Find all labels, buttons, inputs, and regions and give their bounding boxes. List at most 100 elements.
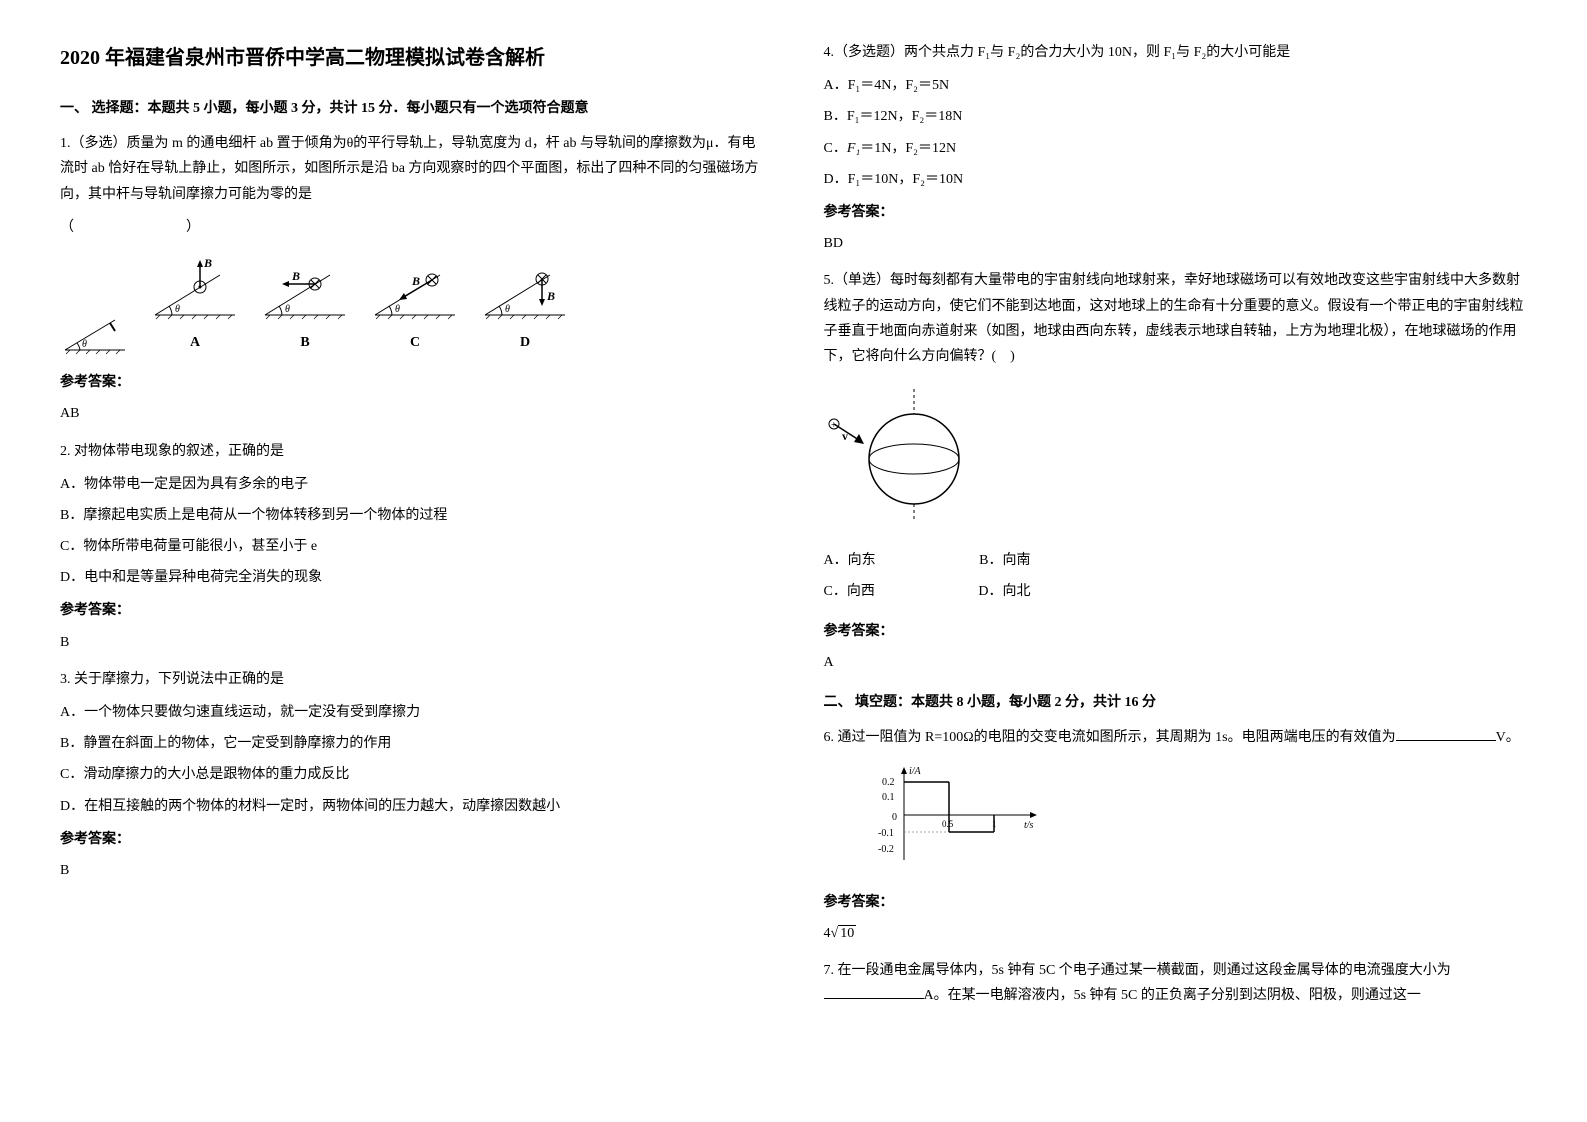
q1-figure-d: θ B D xyxy=(480,255,570,355)
svg-text:v: v xyxy=(842,429,848,443)
q2-answer: B xyxy=(60,630,764,655)
q3-text: 3. 关于摩擦力，下列说法中正确的是 xyxy=(60,667,764,692)
q1-figures: θ θ xyxy=(60,255,764,355)
svg-text:i/A: i/A xyxy=(909,766,922,777)
q5-options-row1: A．向东 B．向南 xyxy=(824,548,1528,579)
q6-answer-label: 参考答案： xyxy=(824,890,1528,915)
q6-text-suffix: V。 xyxy=(1496,730,1520,745)
q1-answer: AB xyxy=(60,401,764,426)
left-column: 2020 年福建省泉州市晋侨中学高二物理模拟试卷含解析 一、 选择题：本题共 5… xyxy=(60,40,764,1020)
q4-opt-b: B．F₁＝12N，F₂＝18N xyxy=(824,104,1528,129)
q1-figure-incline: θ xyxy=(60,305,130,355)
svg-text:θ: θ xyxy=(285,304,290,315)
fig-b-svg: θ B xyxy=(260,255,350,325)
svg-text:t/s: t/s xyxy=(1024,820,1034,831)
svg-text:θ: θ xyxy=(82,339,87,350)
fig-c-svg: θ B xyxy=(370,255,460,325)
section2-header: 二、 填空题：本题共 8 小题，每小题 2 分，共计 16 分 xyxy=(824,690,1528,715)
svg-text:B: B xyxy=(203,256,212,270)
q5-opt-b: B．向南 xyxy=(979,548,1030,573)
question-6: 6. 通过一阻值为 R=100Ω的电阻的交变电流如图所示，其周期为 1s。电阻两… xyxy=(824,725,1528,946)
fig-d-svg: θ B xyxy=(480,255,570,325)
incline-svg: θ xyxy=(60,305,130,355)
q3-options: A．一个物体只要做匀速直线运动，就一定没有受到摩擦力 B．静置在斜面上的物体，它… xyxy=(60,700,764,819)
q6-answer-prefix: 4 xyxy=(824,926,831,941)
q7-text-mid: A。在某一电解溶液内，5s 钟有 5C 的正负离子分别到达阴极、阳极，则通过这一 xyxy=(924,988,1421,1003)
q5-opt-a: A．向东 xyxy=(824,548,876,573)
fig-b-label: B xyxy=(300,330,309,355)
svg-text:B: B xyxy=(411,274,420,288)
fig-a-svg: θ B xyxy=(150,255,240,325)
q2-opt-d: D．电中和是等量异种电荷完全消失的现象 xyxy=(60,565,764,590)
fig-d-label: D xyxy=(520,330,530,355)
q1-figure-c: θ B C xyxy=(370,255,460,355)
q2-opt-b: B．摩擦起电实质上是电荷从一个物体转移到另一个物体的过程 xyxy=(60,503,764,528)
earth-svg: v + xyxy=(824,384,984,524)
q7-text: 7. 在一段通电金属导体内，5s 钟有 5C 个电子通过某一横截面，则通过这段金… xyxy=(824,958,1528,1008)
question-2: 2. 对物体带电现象的叙述，正确的是 A．物体带电一定是因为具有多余的电子 B．… xyxy=(60,439,764,655)
q5-answer: A xyxy=(824,650,1528,675)
svg-text:0.2: 0.2 xyxy=(882,777,895,788)
current-chart-svg: i/A t/s 0.2 0.1 0 -0.1 -0.2 0.5 1 xyxy=(864,760,1044,870)
q4-text: 4.（多选题）两个共点力 F₁与 F₂的合力大小为 10N，则 F₁与 F₂的大… xyxy=(824,40,1528,65)
q1-answer-label: 参考答案： xyxy=(60,370,764,395)
q3-opt-a: A．一个物体只要做匀速直线运动，就一定没有受到摩擦力 xyxy=(60,700,764,725)
q4-opt-d: D．F₁＝10N，F₂＝10N xyxy=(824,167,1528,192)
q4-opt-c-pre: C． xyxy=(824,141,847,156)
q1-figure-a: θ B A xyxy=(150,255,240,355)
section1-header: 一、 选择题：本题共 5 小题，每小题 3 分，共计 15 分．每小题只有一个选… xyxy=(60,96,764,121)
q6-chart: i/A t/s 0.2 0.1 0 -0.1 -0.2 0.5 1 xyxy=(864,760,1528,879)
q2-opt-c: C．物体所带电荷量可能很小，甚至小于 e xyxy=(60,534,764,559)
fig-a-label: A xyxy=(190,330,200,355)
q2-options: A．物体带电一定是因为具有多余的电子 B．摩擦起电实质上是电荷从一个物体转移到另… xyxy=(60,472,764,591)
q2-text: 2. 对物体带电现象的叙述，正确的是 xyxy=(60,439,764,464)
q6-text: 6. 通过一阻值为 R=100Ω的电阻的交变电流如图所示，其周期为 1s。电阻两… xyxy=(824,725,1528,750)
q4-answer-label: 参考答案： xyxy=(824,200,1528,225)
q6-answer: 4√10 xyxy=(824,921,1528,946)
svg-text:+: + xyxy=(831,420,837,431)
q3-opt-c: C．滑动摩擦力的大小总是跟物体的重力成反比 xyxy=(60,762,764,787)
q5-opt-c: C．向西 xyxy=(824,579,875,604)
svg-text:θ: θ xyxy=(395,304,400,315)
q2-opt-a: A．物体带电一定是因为具有多余的电子 xyxy=(60,472,764,497)
q4-answer: BD xyxy=(824,231,1528,256)
page-container: 2020 年福建省泉州市晋侨中学高二物理模拟试卷含解析 一、 选择题：本题共 5… xyxy=(60,40,1527,1020)
q4-opt-c-f1: F₁ xyxy=(847,141,860,156)
q1-paren: （ ） xyxy=(60,215,764,240)
q5-opt-d: D．向北 xyxy=(978,579,1030,604)
svg-text:B: B xyxy=(291,269,300,283)
q5-earth-figure: v + xyxy=(824,384,1528,533)
q3-opt-d: D．在相互接触的两个物体的材料一定时，两物体间的压力越大，动摩擦因数越小 xyxy=(60,794,764,819)
svg-text:0: 0 xyxy=(892,812,897,823)
q3-answer: B xyxy=(60,858,764,883)
svg-text:B: B xyxy=(546,289,555,303)
q7-blank1 xyxy=(824,985,924,999)
q4-opt-a: A．F₁＝4N，F₂＝5N xyxy=(824,73,1528,98)
svg-text:-0.1: -0.1 xyxy=(878,828,894,839)
q3-answer-label: 参考答案： xyxy=(60,827,764,852)
right-column: 4.（多选题）两个共点力 F₁与 F₂的合力大小为 10N，则 F₁与 F₂的大… xyxy=(824,40,1528,1020)
svg-text:0.1: 0.1 xyxy=(882,792,895,803)
svg-text:θ: θ xyxy=(175,304,180,315)
q6-text-pre: 6. 通过一阻值为 R=100Ω的电阻的交变电流如图所示，其周期为 1s。电阻两… xyxy=(824,730,1396,745)
q6-blank xyxy=(1396,727,1496,741)
q1-text: 1.（多选）质量为 m 的通电细杆 ab 置于倾角为θ的平行导轨上，导轨宽度为 … xyxy=(60,131,764,207)
q5-text: 5.（单选）每时每刻都有大量带电的宇宙射线向地球射来，幸好地球磁场可以有效地改变… xyxy=(824,268,1528,369)
q4-options: A．F₁＝4N，F₂＝5N B．F₁＝12N，F₂＝18N C．F₁＝1N，F₂… xyxy=(824,73,1528,192)
svg-text:-0.2: -0.2 xyxy=(878,844,894,855)
q6-answer-sqrt: 10 xyxy=(838,925,856,941)
q5-answer-label: 参考答案： xyxy=(824,619,1528,644)
q2-answer-label: 参考答案： xyxy=(60,598,764,623)
question-5: 5.（单选）每时每刻都有大量带电的宇宙射线向地球射来，幸好地球磁场可以有效地改变… xyxy=(824,268,1528,675)
q5-options-row2: C．向西 D．向北 xyxy=(824,579,1528,610)
q4-opt-c: C．F₁＝1N，F₂＝12N xyxy=(824,136,1528,161)
fig-c-label: C xyxy=(410,330,420,355)
q4-opt-c-rest: ＝1N，F₂＝12N xyxy=(860,141,956,156)
q1-figure-b: θ B B xyxy=(260,255,350,355)
q3-opt-b: B．静置在斜面上的物体，它一定受到静摩擦力的作用 xyxy=(60,731,764,756)
page-title: 2020 年福建省泉州市晋侨中学高二物理模拟试卷含解析 xyxy=(60,40,764,76)
question-4: 4.（多选题）两个共点力 F₁与 F₂的合力大小为 10N，则 F₁与 F₂的大… xyxy=(824,40,1528,256)
question-7: 7. 在一段通电金属导体内，5s 钟有 5C 个电子通过某一横截面，则通过这段金… xyxy=(824,958,1528,1008)
question-3: 3. 关于摩擦力，下列说法中正确的是 A．一个物体只要做匀速直线运动，就一定没有… xyxy=(60,667,764,883)
question-1: 1.（多选）质量为 m 的通电细杆 ab 置于倾角为θ的平行导轨上，导轨宽度为 … xyxy=(60,131,764,426)
